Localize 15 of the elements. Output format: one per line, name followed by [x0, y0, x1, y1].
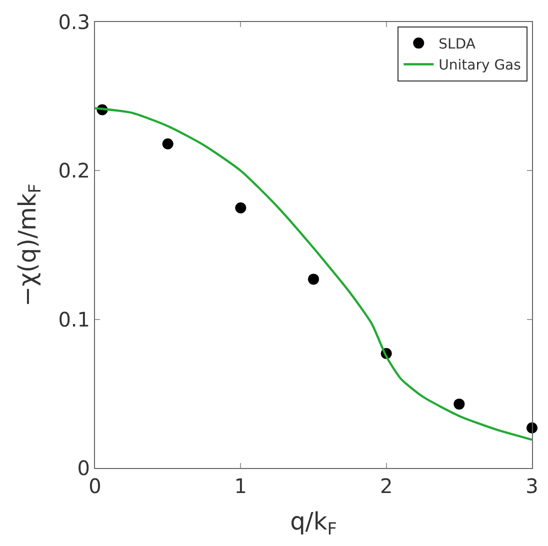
point: [162, 138, 174, 150]
x-axis-title: q/k$_{F}$: [290, 507, 337, 538]
x-tick-label: 1: [234, 474, 248, 498]
y-tick-label: 0.2: [58, 158, 90, 183]
point: [454, 398, 465, 410]
x-tick-label: 2: [380, 474, 393, 498]
x-tick-label: 3: [526, 474, 538, 498]
point: [308, 274, 319, 285]
legend-label: Unitary Gas: [438, 58, 521, 74]
legend-label: SLDA: [438, 36, 476, 53]
point: [235, 202, 246, 214]
y-tick-label: 0: [77, 456, 90, 480]
line-series: [95, 107, 532, 441]
y-tick-label: 0.1: [58, 307, 90, 332]
y-tick-label: 0.3: [58, 10, 90, 34]
